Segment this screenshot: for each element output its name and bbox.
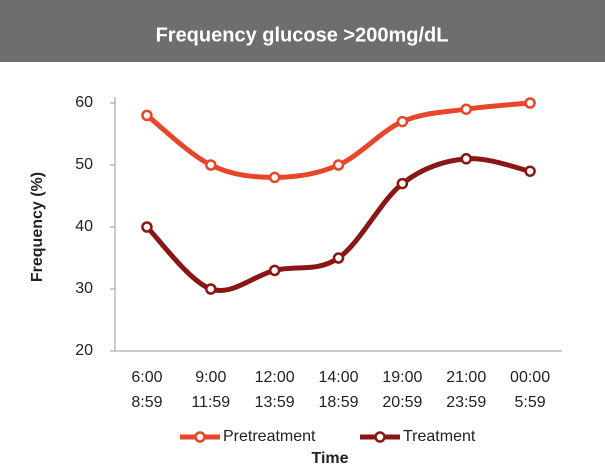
legend-marker bbox=[194, 431, 206, 443]
x-tick-label: 9:00 bbox=[195, 369, 226, 386]
y-tick-label: 60 bbox=[75, 94, 93, 111]
marker bbox=[141, 221, 153, 233]
marker bbox=[205, 283, 217, 295]
y-axis-label: Frequency (%) bbox=[29, 172, 46, 282]
x-tick-label: 20:59 bbox=[382, 394, 422, 411]
y-tick-label: 30 bbox=[75, 280, 93, 297]
x-tick-label: 23:59 bbox=[446, 394, 486, 411]
x-tick-label: 8:59 bbox=[131, 394, 162, 411]
x-tick-label: 5:59 bbox=[515, 394, 546, 411]
title-bar bbox=[0, 0, 605, 62]
marker bbox=[205, 159, 217, 171]
marker bbox=[460, 103, 472, 115]
x-axis-label: Time bbox=[311, 450, 348, 467]
y-tick-label: 40 bbox=[75, 218, 93, 235]
y-tick-label: 20 bbox=[75, 342, 93, 359]
marker bbox=[460, 153, 472, 165]
x-tick-label: 13:59 bbox=[255, 394, 295, 411]
x-tick-label: 00:00 bbox=[510, 369, 550, 386]
marker bbox=[332, 252, 345, 264]
legend-label: Pretreatment bbox=[223, 428, 316, 445]
chart-title: Frequency glucose >200mg/dL bbox=[156, 24, 449, 46]
marker bbox=[396, 115, 409, 128]
marker bbox=[332, 159, 345, 171]
x-tick-label: 11:59 bbox=[191, 394, 230, 411]
marker bbox=[268, 264, 281, 277]
x-tick-label: 21:00 bbox=[446, 369, 486, 386]
x-tick-label: 12:00 bbox=[255, 369, 295, 386]
line bbox=[145, 156, 531, 293]
marker bbox=[524, 97, 536, 109]
y-tick-label: 50 bbox=[75, 156, 93, 173]
x-tick-label: 14:00 bbox=[318, 369, 358, 386]
marker bbox=[396, 177, 409, 190]
legend-marker bbox=[374, 431, 386, 443]
marker bbox=[268, 171, 281, 184]
marker bbox=[141, 109, 153, 122]
marker bbox=[524, 165, 536, 177]
legend-label: Treatment bbox=[403, 428, 476, 445]
x-tick-label: 19:00 bbox=[382, 369, 422, 386]
x-tick-label: 6:00 bbox=[131, 369, 162, 386]
x-tick-label: 18:59 bbox=[318, 394, 358, 411]
